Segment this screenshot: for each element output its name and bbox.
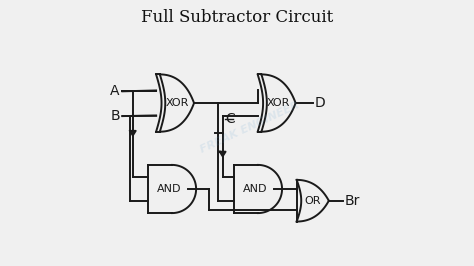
Text: C: C [225, 113, 235, 127]
Text: OR: OR [304, 196, 321, 206]
Text: FREAK ENGINEER: FREAK ENGINEER [199, 100, 301, 155]
Text: D: D [314, 96, 325, 110]
Text: AND: AND [243, 184, 267, 194]
Text: XOR: XOR [267, 98, 291, 108]
Text: XOR: XOR [165, 98, 189, 108]
Text: B: B [110, 109, 120, 123]
Text: AND: AND [157, 184, 182, 194]
Text: Br: Br [345, 194, 360, 208]
Text: Full Subtractor Circuit: Full Subtractor Circuit [141, 9, 333, 26]
Text: A: A [110, 84, 120, 98]
